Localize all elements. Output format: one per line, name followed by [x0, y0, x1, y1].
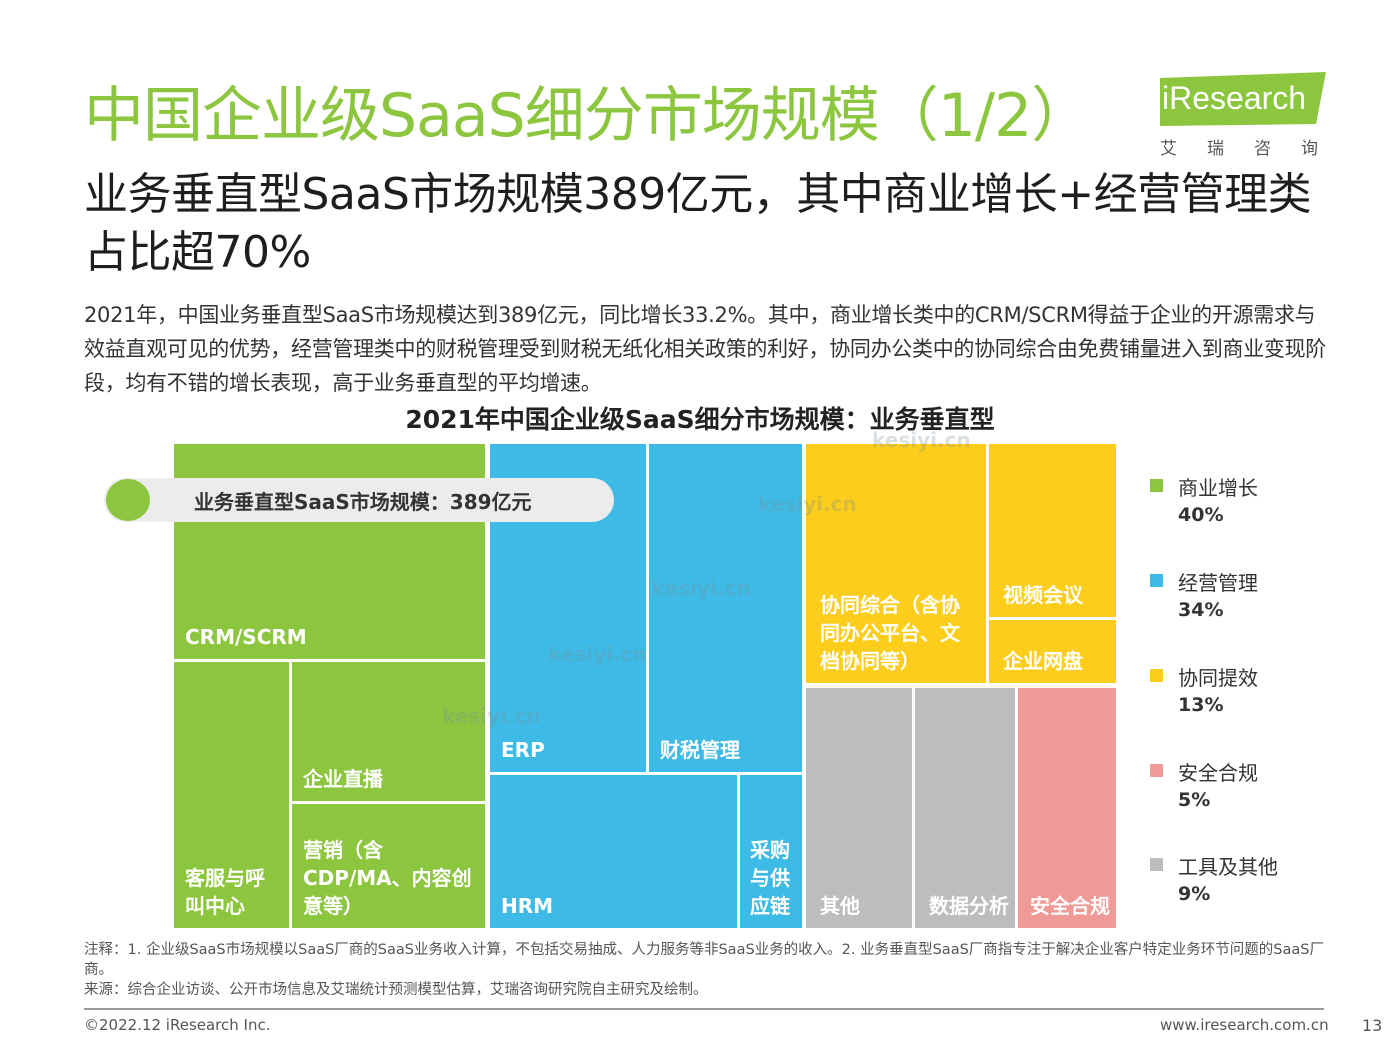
tile-label: CRM/SCRM: [185, 625, 307, 649]
tile-enterprise-drive: 企业网盘: [989, 620, 1116, 683]
legend-percent: 5%: [1178, 789, 1211, 811]
tile-crm-scrm: CRM/SCRM: [174, 444, 485, 659]
tile-live-streaming: 企业直播: [292, 662, 485, 801]
watermark-text: kesiyi.cn: [872, 428, 971, 452]
legend-percent: 13%: [1178, 694, 1224, 716]
summary-paragraph: 2021年，中国业务垂直型SaaS市场规模达到389亿元，同比增长33.2%。其…: [84, 303, 1326, 395]
footer-url: www.iresearch.com.cn: [1160, 1016, 1329, 1034]
tile-tax-finance: 财税管理: [649, 444, 802, 772]
market-size-callout: 业务垂直型SaaS市场规模：389亿元: [104, 478, 614, 522]
logo-word: iResearch: [1162, 80, 1307, 116]
tile-label: 采购与供应链: [750, 838, 790, 918]
callout-text: 业务垂直型SaaS市场规模：389亿元: [194, 490, 532, 514]
tile-hrm: HRM: [490, 775, 737, 928]
tile-label: ERP: [501, 738, 545, 762]
tile-security-compliance: 安全合规: [1018, 688, 1116, 928]
tile-label: 安全合规: [1030, 894, 1110, 918]
page-number: 13: [1362, 1016, 1383, 1035]
watermark-text: kesiyi.cn: [548, 642, 647, 666]
legend-name: 工具及其他: [1178, 855, 1278, 879]
tile-label: 财税管理: [660, 738, 740, 762]
watermark-text: kesiyi.cn: [652, 576, 751, 600]
legend-swatch: [1150, 574, 1163, 587]
legend-percent: 34%: [1178, 599, 1224, 621]
tile-label: 企业网盘: [1003, 649, 1083, 673]
tile-procurement: 采购与供应链: [740, 775, 802, 928]
notes: 注释：1. 企业级SaaS市场规模以SaaS厂商的SaaS业务收入计算，不包括交…: [84, 940, 1334, 1000]
legend-name: 安全合规: [1178, 761, 1258, 785]
tile-label: 企业直播: [303, 767, 383, 791]
legend-swatch: [1150, 479, 1163, 492]
iresearch-logo: iResearch 艾瑞咨询: [1160, 72, 1330, 162]
logo-banner-icon: [1160, 72, 1326, 126]
logo-chinese-name: 艾瑞咨询: [1160, 139, 1348, 159]
tile-collaboration: 协同综合（含协同办公平台、文档协同等）: [806, 444, 986, 683]
tile-label: HRM: [501, 894, 554, 918]
legend-swatch: [1150, 764, 1163, 777]
legend-name: 商业增长: [1178, 476, 1258, 500]
watermark-text: kesiyi.cn: [758, 492, 857, 516]
callout-dot-icon: [106, 479, 150, 521]
tile-label: 营销（含CDP/MA、内容创意等）: [303, 838, 472, 918]
legend-name: 协同提效: [1178, 666, 1258, 690]
tile-other: 其他: [806, 688, 912, 928]
legend-swatch: [1150, 858, 1163, 871]
page-subtitle: 业务垂直型SaaS市场规模389亿元，其中商业增长+经营管理类占比超70%: [84, 169, 1312, 278]
tile-label: 视频会议: [1003, 583, 1083, 607]
legend-name: 经营管理: [1178, 571, 1258, 595]
legend-percent: 40%: [1178, 504, 1224, 526]
tile-label: 协同综合（含协同办公平台、文档协同等）: [820, 593, 960, 673]
tile-label: 客服与呼叫中心: [185, 866, 265, 918]
legend-percent: 9%: [1178, 883, 1211, 905]
page-title: 中国企业级SaaS细分市场规模（1/2）: [84, 81, 1091, 151]
legend-swatch: [1150, 669, 1163, 682]
tile-marketing: 营销（含CDP/MA、内容创意等）: [292, 804, 485, 928]
tile-data-analytics: 数据分析: [915, 688, 1015, 928]
chart-title: 2021年中国企业级SaaS细分市场规模：业务垂直型: [405, 405, 995, 434]
note-line: 注释：1. 企业级SaaS市场规模以SaaS厂商的SaaS业务收入计算，不包括交…: [84, 942, 1324, 978]
tile-video-conference: 视频会议: [989, 444, 1116, 617]
footer-divider: [84, 1008, 1324, 1010]
tile-label: 其他: [820, 894, 860, 918]
watermark-text: kesiyi.cn: [442, 704, 541, 728]
tile-label: 数据分析: [929, 894, 1009, 918]
tile-customer-service: 客服与呼叫中心: [174, 662, 289, 928]
footer-copyright: ©2022.12 iResearch Inc.: [84, 1016, 271, 1034]
source-line: 来源：综合企业访谈、公开市场信息及艾瑞统计预测模型估算，艾瑞咨询研究院自主研究及…: [84, 982, 708, 998]
